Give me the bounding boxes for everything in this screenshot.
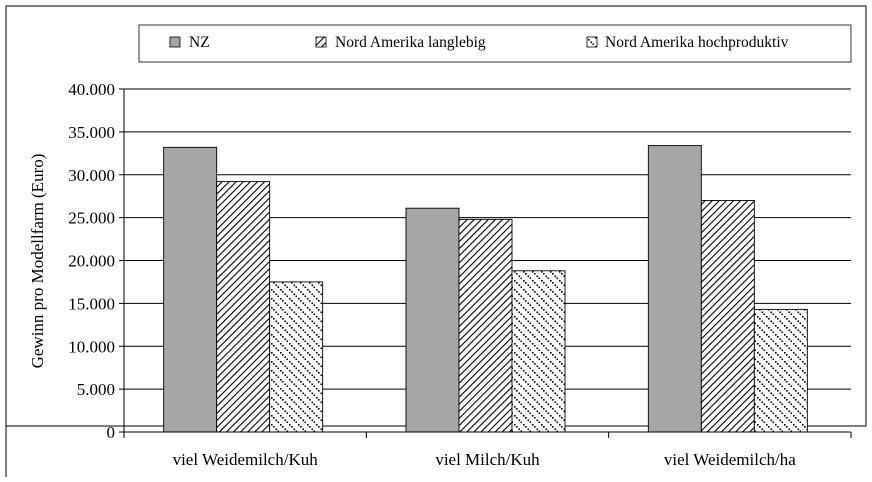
- legend-item-nz: NZ: [169, 34, 210, 51]
- bar-nord-amerika-langlebig-viel-milch-kuh: [458, 218, 513, 433]
- y-tick-label: 35.000: [68, 123, 115, 142]
- legend: NZ Nord Amerika langlebig Nord Amerika h…: [138, 24, 852, 63]
- y-axis-title: Gewinn pro Modellfarm (Euro): [28, 154, 47, 369]
- legend-swatch-nz: [169, 36, 181, 48]
- legend-item-nord-amerika-hochproduktiv: Nord Amerika hochproduktiv: [586, 34, 789, 51]
- legend-border: [138, 24, 852, 63]
- bar-nord-amerika-hochproduktiv-viel-weidemilch-kuh: [269, 281, 324, 433]
- y-tick-label: 15.000: [68, 294, 115, 313]
- bar-nz-viel-milch-kuh: [405, 207, 460, 433]
- x-tick-labels: viel Weidemilch/Kuh viel Milch/Kuh viel We…: [173, 450, 797, 469]
- legend-swatch-nord-amerika-hochproduktiv: [586, 36, 598, 48]
- bar-nord-amerika-hochproduktiv-viel-weidemilch-ha: [753, 308, 808, 433]
- bar-nord-amerika-langlebig-viel-weidemilch-kuh: [216, 181, 271, 433]
- bars: [163, 145, 808, 433]
- x-tick-label: viel Weidemilch/Kuh: [173, 450, 319, 469]
- y-tick-label: 5.000: [77, 380, 115, 399]
- x-tick-label: viel Weidemilch/ha: [664, 450, 796, 469]
- bar-nz-viel-weidemilch-kuh: [163, 146, 218, 433]
- y-tick-label: 20.000: [68, 252, 115, 271]
- bar-nord-amerika-langlebig-viel-weidemilch-ha: [700, 200, 755, 433]
- y-tick-label: 40.000: [68, 80, 115, 99]
- bar-nord-amerika-hochproduktiv-viel-milch-kuh: [511, 270, 566, 433]
- y-tick-label: 0: [107, 423, 116, 442]
- legend-label-nz: NZ: [189, 34, 210, 51]
- y-tick-label: 30.000: [68, 166, 115, 185]
- x-tick-label: viel Milch/Kuh: [435, 450, 540, 469]
- legend-label-nord-amerika-langlebig: Nord Amerika langlebig: [335, 34, 486, 51]
- y-tick-label: 10.000: [68, 337, 115, 356]
- legend-item-nord-amerika-langlebig: Nord Amerika langlebig: [315, 34, 486, 51]
- y-tick-label: 25.000: [68, 209, 115, 228]
- y-tick-labels: 0 5.000 10.000 15.000 20.000 25.000 30.000 35.0…: [68, 80, 115, 442]
- bar-nz-viel-weidemilch-ha: [647, 145, 702, 433]
- axes: [119, 88, 852, 438]
- legend-swatch-nord-amerika-langlebig: [315, 36, 327, 48]
- legend-label-nord-amerika-hochproduktiv: Nord Amerika hochproduktiv: [605, 34, 789, 51]
